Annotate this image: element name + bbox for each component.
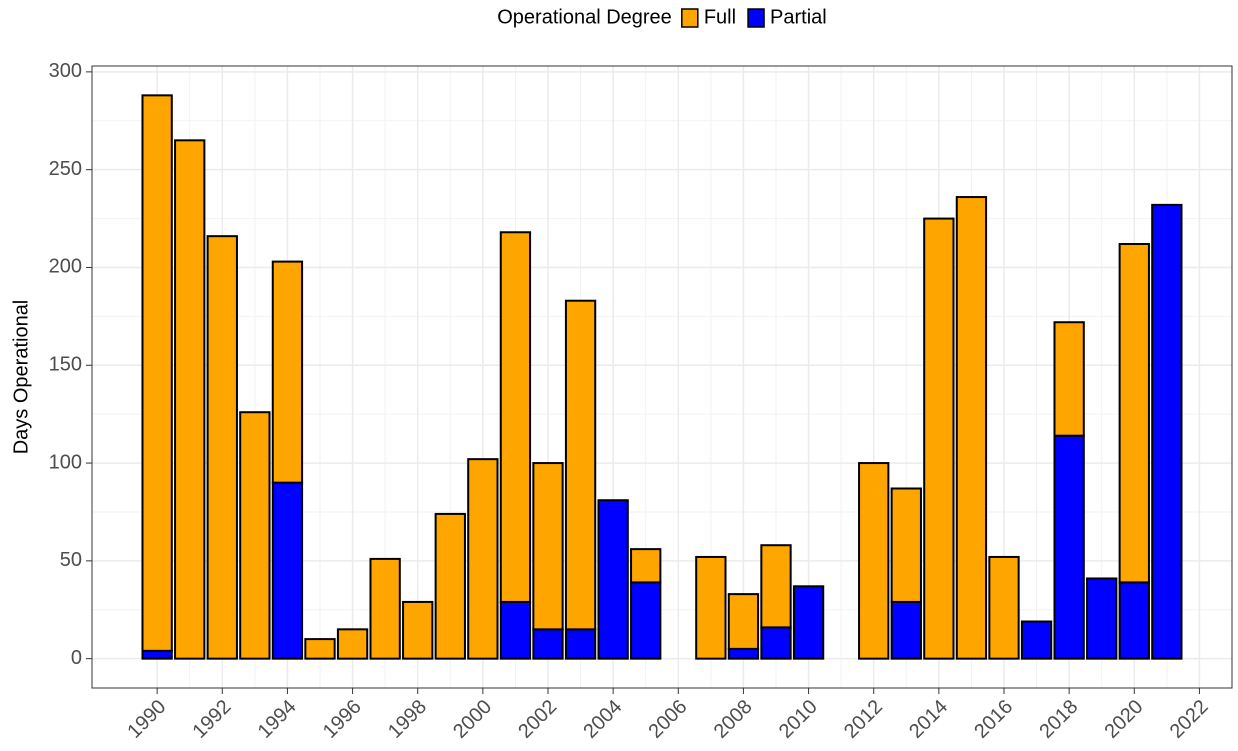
bar — [499, 600, 532, 660]
bar — [1020, 620, 1053, 660]
bar — [402, 600, 434, 660]
legend-title: Operational Degree — [497, 6, 672, 28]
bar — [792, 585, 825, 660]
bar — [760, 626, 792, 660]
bar — [727, 647, 760, 660]
bar — [499, 231, 532, 603]
bar — [336, 628, 369, 660]
bar — [630, 581, 662, 660]
bar — [1086, 577, 1118, 660]
bar — [1053, 321, 1085, 437]
bar — [760, 544, 792, 629]
x-tick-label: 2002 — [514, 696, 561, 743]
bar — [1151, 203, 1183, 660]
bar — [597, 499, 629, 660]
bar — [532, 462, 564, 631]
plot-border — [91, 65, 1233, 689]
bar — [564, 299, 597, 631]
x-tick-label: 2016 — [970, 696, 1017, 743]
x-tick-label: 1992 — [189, 696, 236, 743]
y-axis-label: Days Operational — [10, 300, 32, 455]
x-tick-label: 1990 — [123, 696, 170, 743]
bar — [955, 196, 988, 660]
bar — [174, 139, 206, 660]
legend-key — [681, 8, 699, 28]
y-tick-label: 0 — [71, 647, 82, 669]
bar — [890, 487, 922, 603]
y-tick-label: 250 — [49, 158, 82, 180]
bar — [271, 260, 304, 484]
x-tick-label: 1996 — [319, 696, 366, 743]
bar — [1053, 434, 1085, 660]
bar — [467, 458, 499, 660]
bar — [988, 555, 1020, 660]
legend-label: Partial — [770, 6, 827, 28]
y-tick-label: 150 — [49, 354, 82, 376]
x-tick-label: 2000 — [449, 696, 496, 743]
bar — [141, 649, 173, 660]
x-tick-label: 1998 — [384, 696, 431, 743]
x-tick-label: 2018 — [1035, 696, 1082, 743]
x-tick-label: 1994 — [254, 696, 301, 743]
x-tick-label: 2022 — [1166, 696, 1213, 743]
x-tick-label: 2006 — [645, 696, 692, 743]
legend-label: Full — [704, 6, 736, 28]
bar — [532, 628, 564, 660]
bar — [630, 548, 662, 584]
x-tick-label: 2020 — [1101, 696, 1148, 743]
bar — [923, 217, 955, 660]
bar — [890, 600, 922, 660]
bar — [434, 512, 466, 660]
bar — [858, 462, 890, 660]
y-tick-label: 50 — [60, 549, 82, 571]
y-tick-label: 200 — [49, 256, 82, 278]
bar — [141, 94, 173, 652]
bar — [727, 593, 760, 650]
bar — [206, 235, 238, 660]
x-tick-label: 2010 — [775, 696, 822, 743]
bar — [564, 628, 597, 660]
legend: Operational Degree Full Partial — [497, 6, 827, 28]
y-tick-label: 100 — [49, 451, 82, 473]
bar — [239, 411, 271, 660]
y-tick-label: 300 — [49, 60, 82, 82]
bar — [369, 557, 401, 660]
bar — [1118, 242, 1150, 584]
legend-key — [747, 8, 765, 28]
bar — [1118, 581, 1150, 660]
x-tick-label: 2012 — [840, 696, 887, 743]
x-tick-label: 2008 — [710, 696, 757, 743]
x-tick-label: 2014 — [905, 696, 952, 743]
bar — [304, 638, 336, 660]
bar — [695, 555, 727, 660]
bar — [271, 481, 304, 660]
x-tick-label: 2004 — [579, 696, 626, 743]
